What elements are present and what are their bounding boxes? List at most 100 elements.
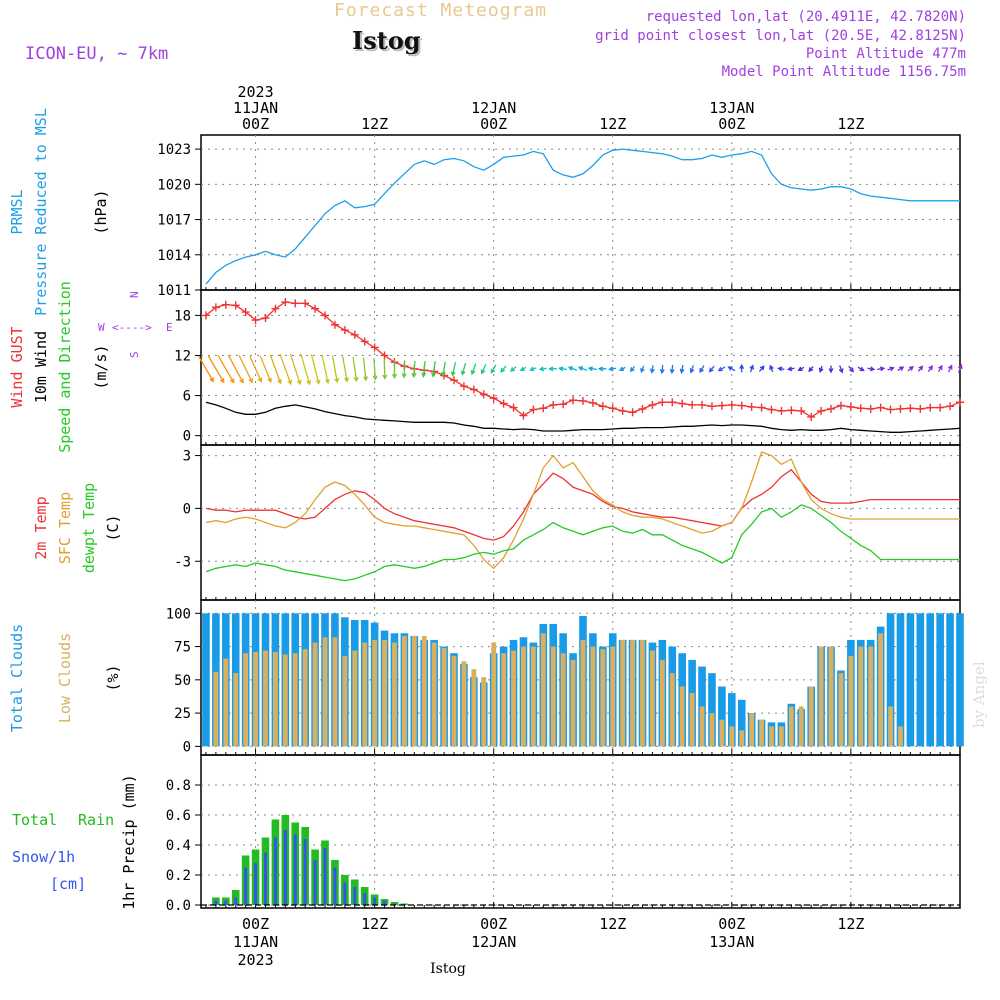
wind-direction-arrow <box>640 365 645 374</box>
gust-marker <box>380 351 389 360</box>
gust-marker <box>301 299 310 308</box>
y-tick-label-wind: 6 <box>183 389 191 405</box>
gust-marker <box>271 304 280 313</box>
y-tick-label-clouds: 50 <box>174 673 191 689</box>
top-time-label: 2023 <box>238 83 274 101</box>
gust-marker <box>499 399 508 408</box>
gust-marker <box>727 400 736 409</box>
snow-bar <box>293 834 297 905</box>
wind-direction-arrow <box>269 354 282 385</box>
low-clouds-bar <box>411 635 417 747</box>
low-clouds-bar <box>372 639 378 747</box>
wind-direction-arrow <box>937 364 943 373</box>
total-clouds-bar <box>926 613 935 747</box>
snow-bar <box>254 863 258 905</box>
top-time-label: 12Z <box>837 115 864 133</box>
wind-direction-arrow <box>838 365 844 374</box>
wind-direction-arrow <box>470 363 477 376</box>
low-clouds-bar <box>223 658 229 747</box>
snow-bar <box>313 860 317 905</box>
low-clouds-bar <box>273 651 278 747</box>
low-clouds-bar <box>401 635 407 747</box>
wind-direction-arrow <box>411 360 417 379</box>
wind-direction-arrow <box>321 354 330 385</box>
low-clouds-bar <box>640 639 645 747</box>
bottom-time-label: 12JAN <box>471 933 516 951</box>
gust-marker <box>688 400 697 409</box>
wind-10m-label: 10m Wind <box>32 331 50 403</box>
top-time-label: 11JAN <box>233 99 278 117</box>
gust-marker <box>559 400 568 409</box>
wind-direction-arrow <box>786 366 795 372</box>
wind-direction-arrow <box>749 364 755 373</box>
pressure-label: Pressure Reduced to MSL <box>32 108 50 316</box>
low-clouds-bar <box>838 673 844 747</box>
top-time-label: 00Z <box>718 115 745 133</box>
wind-direction-arrow <box>490 364 497 374</box>
gust-marker <box>698 400 707 409</box>
pressure-label: PRMSL <box>8 189 26 234</box>
low-clouds-bar <box>739 730 745 747</box>
wind-direction-arrow <box>431 361 437 378</box>
wind-direction-arrow <box>629 366 636 373</box>
low-clouds-bar <box>263 650 268 747</box>
total-clouds-bar <box>936 613 944 747</box>
total-clouds-bar <box>906 613 915 747</box>
gust-marker <box>678 399 687 408</box>
y-tick-label-wind: 12 <box>174 348 191 364</box>
snow-bar <box>234 897 238 905</box>
y-tick-label-clouds: 0 <box>183 739 191 755</box>
gust-marker <box>211 303 220 312</box>
gust-marker <box>311 304 320 313</box>
wind-unit-label: (m/s) <box>92 344 110 389</box>
low-clouds-bar <box>441 647 447 747</box>
wind-direction-arrow <box>717 366 726 372</box>
wind-direction-arrow <box>529 366 537 372</box>
low-clouds-bar <box>431 642 437 747</box>
gust-marker <box>856 404 865 413</box>
gust-marker <box>648 400 657 409</box>
gust-marker <box>618 406 627 415</box>
gust-marker <box>707 402 716 411</box>
total-clouds-label: Total Clouds <box>8 624 26 732</box>
wind-direction-arrow <box>198 356 214 383</box>
wind-direction-arrow <box>797 366 805 371</box>
wind-direction-arrow <box>877 366 886 372</box>
low-clouds-bar <box>729 726 735 747</box>
low-clouds-bar <box>808 686 814 747</box>
top-time-label: 00Z <box>242 115 269 133</box>
low-clouds-bar <box>421 635 427 747</box>
snow-bar <box>392 903 396 905</box>
low-clouds-bar <box>560 653 566 747</box>
wind-speed-line <box>205 401 961 433</box>
wind-direction-arrow <box>207 355 225 384</box>
wind-direction-arrow <box>289 353 302 386</box>
low-clouds-bar <box>709 713 715 747</box>
wind-direction-arrow <box>382 359 388 380</box>
low-clouds-bar <box>243 653 249 747</box>
gust-marker <box>827 404 836 413</box>
low-clouds-bar <box>630 639 635 747</box>
total-clouds-bar <box>202 613 210 747</box>
wind-direction-arrow <box>777 366 785 372</box>
gust-marker <box>469 385 478 394</box>
gust-marker <box>489 394 498 403</box>
wind-direction-arrow <box>597 366 607 372</box>
wind-direction-arrow <box>567 366 578 371</box>
gust-marker <box>281 298 290 307</box>
snow-bar <box>263 852 267 905</box>
gust-marker <box>549 400 558 409</box>
gust-marker <box>539 404 548 413</box>
wind-direction-arrow <box>659 364 665 375</box>
low-clouds-bar <box>461 661 467 747</box>
wind-direction-arrow <box>331 355 340 384</box>
gust-marker <box>836 401 845 410</box>
gust-marker <box>866 404 875 413</box>
y-tick-label-pressure: 1011 <box>157 283 191 299</box>
gust-marker <box>241 308 250 317</box>
snow-bar <box>283 830 287 905</box>
wind-direction-arrow <box>608 366 617 372</box>
low-clouds-bar <box>292 653 298 747</box>
wind-direction-arrow <box>238 355 253 384</box>
top-time-label: 12Z <box>599 115 626 133</box>
